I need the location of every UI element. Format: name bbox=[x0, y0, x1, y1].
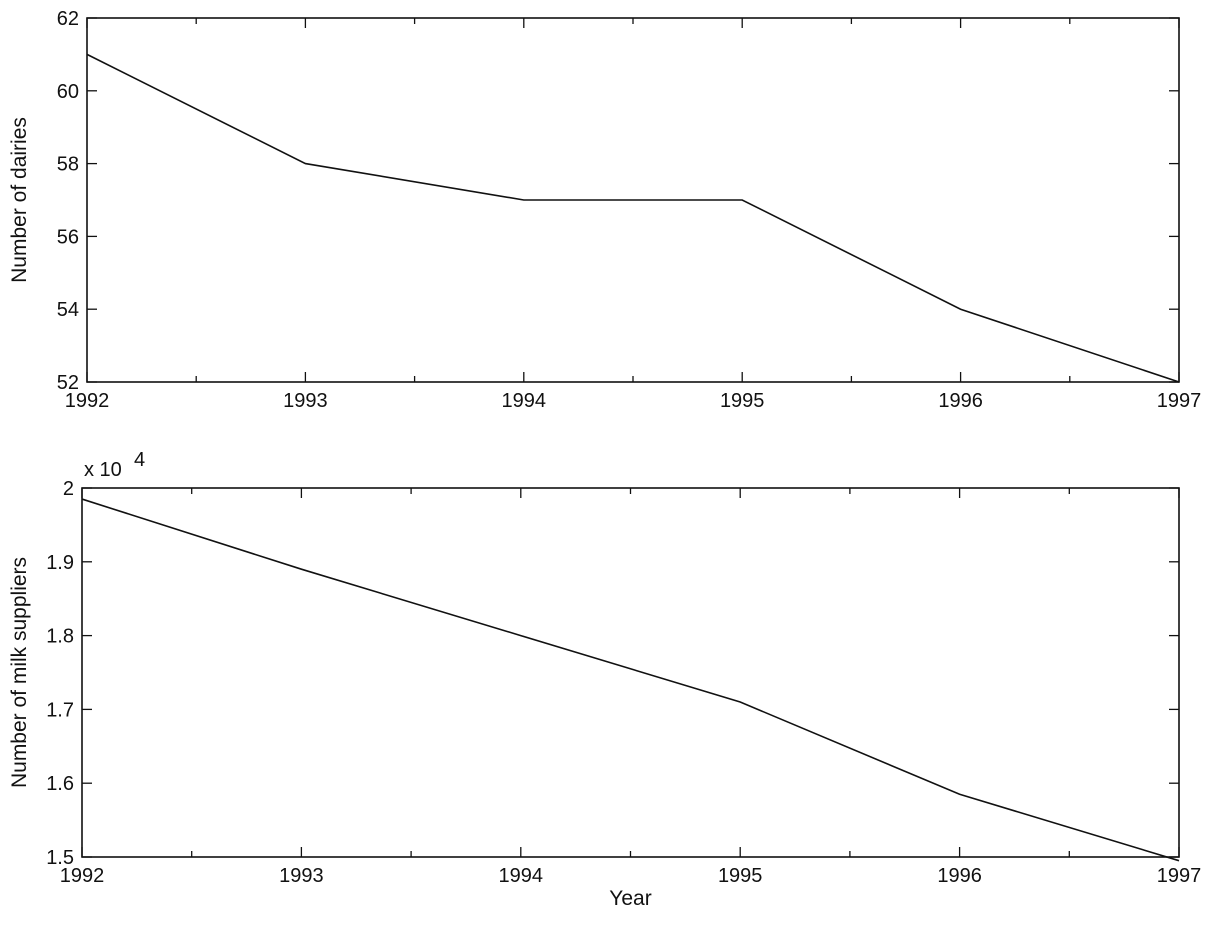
bottom-x-tick-label: 1996 bbox=[937, 865, 982, 887]
bottom-x-tick-label: 1997 bbox=[1157, 865, 1202, 887]
bottom-y-tick-label: 2 bbox=[63, 478, 74, 500]
bottom-x-tick-label: 1992 bbox=[60, 865, 105, 887]
bottom-x-axis-label: Year bbox=[609, 887, 651, 910]
top-y-tick-label: 60 bbox=[57, 81, 79, 103]
top-y-tick-label: 52 bbox=[57, 372, 79, 394]
bottom-y-tick-label: 1.8 bbox=[46, 626, 74, 648]
top-x-tick-label: 1997 bbox=[1157, 390, 1202, 412]
top-y-tick-label: 54 bbox=[57, 299, 79, 321]
top-y-tick-label: 58 bbox=[57, 154, 79, 176]
bottom-exponent-label: x 10 bbox=[84, 459, 122, 481]
bottom-y-tick-label: 1.6 bbox=[46, 773, 74, 795]
bottom-y-tick-label: 1.9 bbox=[46, 552, 74, 574]
top-x-tick-label: 1992 bbox=[65, 390, 110, 412]
top-y-tick-label: 62 bbox=[57, 8, 79, 30]
top-x-tick-label: 1994 bbox=[502, 390, 547, 412]
bottom-x-tick-label: 1994 bbox=[499, 865, 544, 887]
top-x-tick-label: 1993 bbox=[283, 390, 328, 412]
top-y-tick-label: 56 bbox=[57, 226, 79, 248]
top-x-tick-label: 1995 bbox=[720, 390, 765, 412]
top-series-line bbox=[86, 53, 1180, 383]
bottom-exponent-power: 4 bbox=[134, 449, 145, 471]
bottom-y-axis-label: Number of milk suppliers bbox=[8, 557, 31, 788]
bottom-x-tick-label: 1995 bbox=[718, 865, 763, 887]
top-x-tick-label: 1996 bbox=[938, 390, 983, 412]
bottom-x-tick-label: 1993 bbox=[279, 865, 324, 887]
bottom-plot-frame bbox=[81, 487, 1180, 858]
top-y-axis-label: Number of dairies bbox=[8, 117, 31, 283]
bottom-y-tick-label: 1.7 bbox=[46, 699, 74, 721]
bottom-series-line bbox=[81, 498, 1180, 862]
bottom-y-tick-label: 1.5 bbox=[46, 847, 74, 869]
